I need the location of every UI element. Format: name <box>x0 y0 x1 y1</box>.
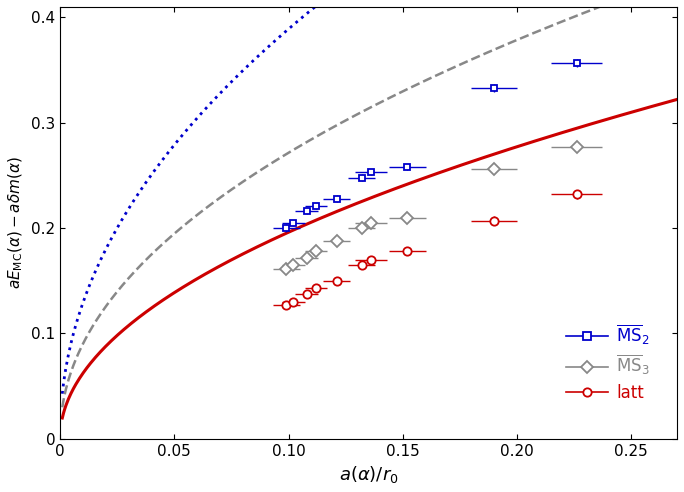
Y-axis label: $aE_{\rm MC}(\alpha) - a\delta m(\alpha)$: $aE_{\rm MC}(\alpha) - a\delta m(\alpha)… <box>7 156 25 289</box>
Legend: $\overline{\rm MS}_2$, $\overline{\rm MS}_3$, latt: $\overline{\rm MS}_2$, $\overline{\rm MS… <box>560 316 657 409</box>
X-axis label: $a(\alpha)/r_0$: $a(\alpha)/r_0$ <box>339 464 398 485</box>
